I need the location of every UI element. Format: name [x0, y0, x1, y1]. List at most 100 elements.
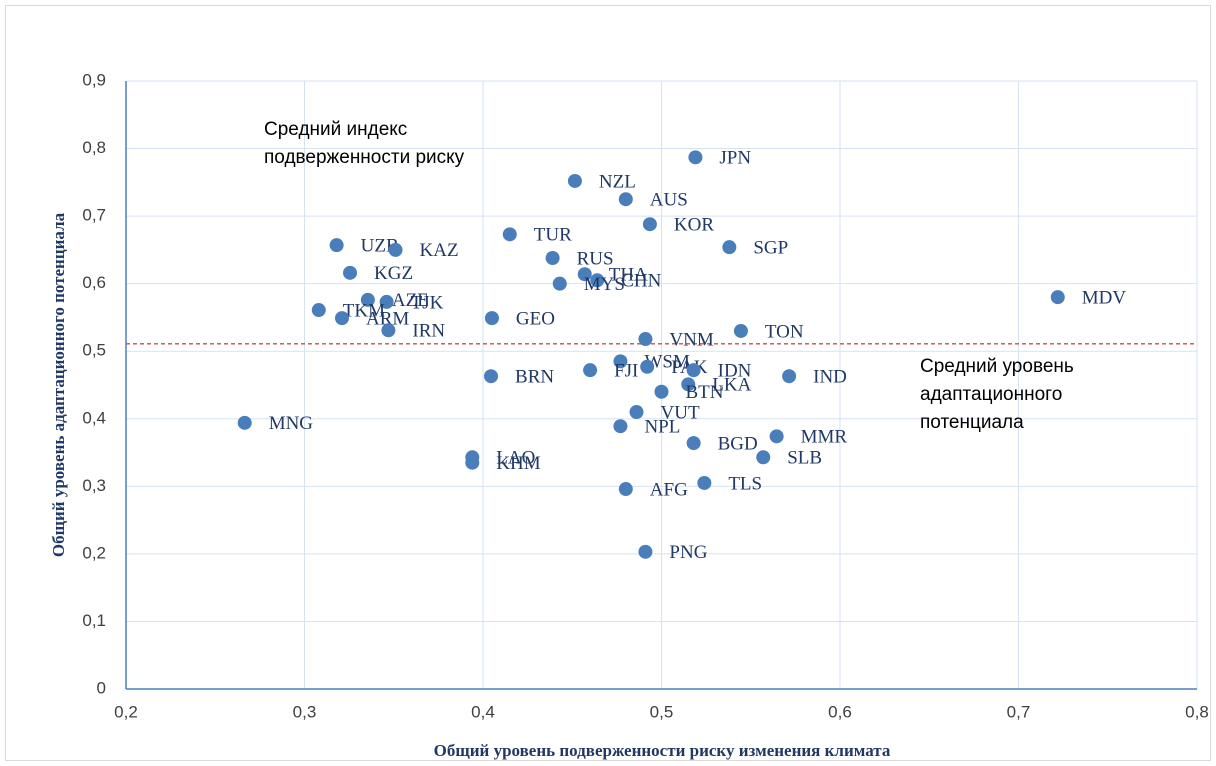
y-tick-label: 0,2: [82, 543, 106, 562]
data-point: [311, 303, 326, 318]
data-point: [379, 294, 394, 309]
x-tick-label: 0,8: [1185, 702, 1209, 721]
data-point: [567, 173, 582, 188]
x-tick-label: 0,3: [293, 702, 317, 721]
data-point: [552, 276, 567, 291]
annotation: адаптационного: [920, 384, 1062, 405]
data-point: [590, 273, 605, 288]
x-tick-label: 0,2: [114, 702, 138, 721]
y-axis-label: Общий уровень адаптационного потенциала: [49, 212, 68, 557]
point-label: ARM: [366, 308, 409, 329]
data-point: [638, 332, 653, 347]
y-tick-label: 0,5: [82, 341, 106, 360]
data-point: [545, 250, 560, 265]
data-point: [237, 415, 252, 430]
point-label: BRN: [515, 367, 554, 388]
data-point: [329, 238, 344, 253]
x-tick-label: 0,5: [650, 702, 674, 721]
data-point: [388, 242, 403, 257]
point-label: BTN: [686, 382, 724, 403]
y-tick-label: 0,7: [82, 206, 106, 225]
chart-frame: [5, 5, 1211, 761]
point-label: AUS: [650, 190, 688, 211]
annotation: подверженности риску: [264, 147, 465, 168]
x-axis-label: Общий уровень подверженности риску измен…: [434, 741, 891, 760]
data-point: [343, 265, 358, 280]
y-tick-label: 0,6: [82, 273, 106, 292]
y-tick-label: 0,3: [82, 476, 106, 495]
data-point: [618, 482, 633, 497]
point-label: TKM: [343, 300, 385, 321]
point-label: NPL: [644, 417, 680, 438]
point-label: LKA: [712, 375, 751, 396]
annotation: потенциала: [920, 412, 1024, 433]
data-point: [722, 240, 737, 255]
point-label: LAO: [496, 448, 535, 469]
point-label: RUS: [577, 248, 614, 269]
point-label: GEO: [516, 308, 555, 329]
data-point: [769, 429, 784, 444]
point-label: NZL: [599, 171, 636, 192]
point-label: PNG: [669, 542, 707, 563]
point-label: WSM: [644, 352, 690, 373]
data-point: [484, 311, 499, 326]
point-label: JPN: [719, 148, 751, 169]
point-label: TUR: [534, 225, 572, 246]
data-point: [733, 323, 748, 338]
data-point: [681, 377, 696, 392]
point-label: AFG: [650, 479, 688, 500]
point-label: KOR: [674, 215, 714, 236]
x-tick-label: 0,7: [1007, 702, 1031, 721]
point-label: CHN: [621, 271, 661, 292]
point-label: KGZ: [374, 263, 413, 284]
data-point: [638, 544, 653, 559]
point-label: SGP: [753, 238, 788, 259]
x-tick-label: 0,4: [471, 702, 495, 721]
y-tick-label: 0,4: [82, 408, 106, 427]
point-label: TLS: [728, 473, 762, 494]
data-point: [640, 359, 655, 374]
point-label: IND: [813, 367, 847, 388]
data-point: [618, 192, 633, 207]
data-point: [1050, 290, 1065, 305]
point-label: TJK: [411, 292, 444, 313]
data-point: [613, 419, 628, 434]
point-label: IDN: [718, 360, 752, 381]
point-label: VNM: [669, 329, 713, 350]
point-label: FJI: [614, 360, 638, 381]
point-label: SLB: [787, 448, 822, 469]
point-label: VUT: [661, 402, 700, 423]
x-tick-label: 0,6: [828, 702, 852, 721]
annotation: Средний индекс: [264, 119, 407, 140]
y-tick-label: 0,1: [82, 611, 106, 630]
data-point: [654, 384, 669, 399]
point-label: IRN: [412, 321, 445, 342]
data-point: [642, 217, 657, 232]
point-label: BGD: [718, 433, 758, 454]
y-tick-label: 0: [97, 678, 106, 697]
point-label: KHM: [496, 453, 540, 474]
point-label: MYS: [584, 274, 625, 295]
annotation: Средний уровень: [920, 356, 1074, 377]
y-tick-label: 0,9: [82, 70, 106, 89]
point-label: MDV: [1082, 288, 1127, 309]
data-point: [688, 150, 703, 165]
data-point: [502, 227, 517, 242]
data-point: [465, 455, 480, 470]
data-point: [613, 354, 628, 369]
point-label: KAZ: [420, 240, 459, 261]
data-point: [686, 363, 701, 378]
data-point: [583, 363, 598, 378]
y-tick-label: 0,8: [82, 138, 106, 157]
data-point: [629, 405, 644, 420]
point-label: MNG: [269, 413, 314, 434]
data-point: [782, 369, 797, 384]
data-point: [686, 436, 701, 451]
data-point: [577, 267, 592, 282]
point-label: AZE: [392, 290, 429, 311]
data-point: [484, 369, 499, 384]
point-label: THA: [609, 265, 648, 286]
data-point: [381, 323, 396, 338]
